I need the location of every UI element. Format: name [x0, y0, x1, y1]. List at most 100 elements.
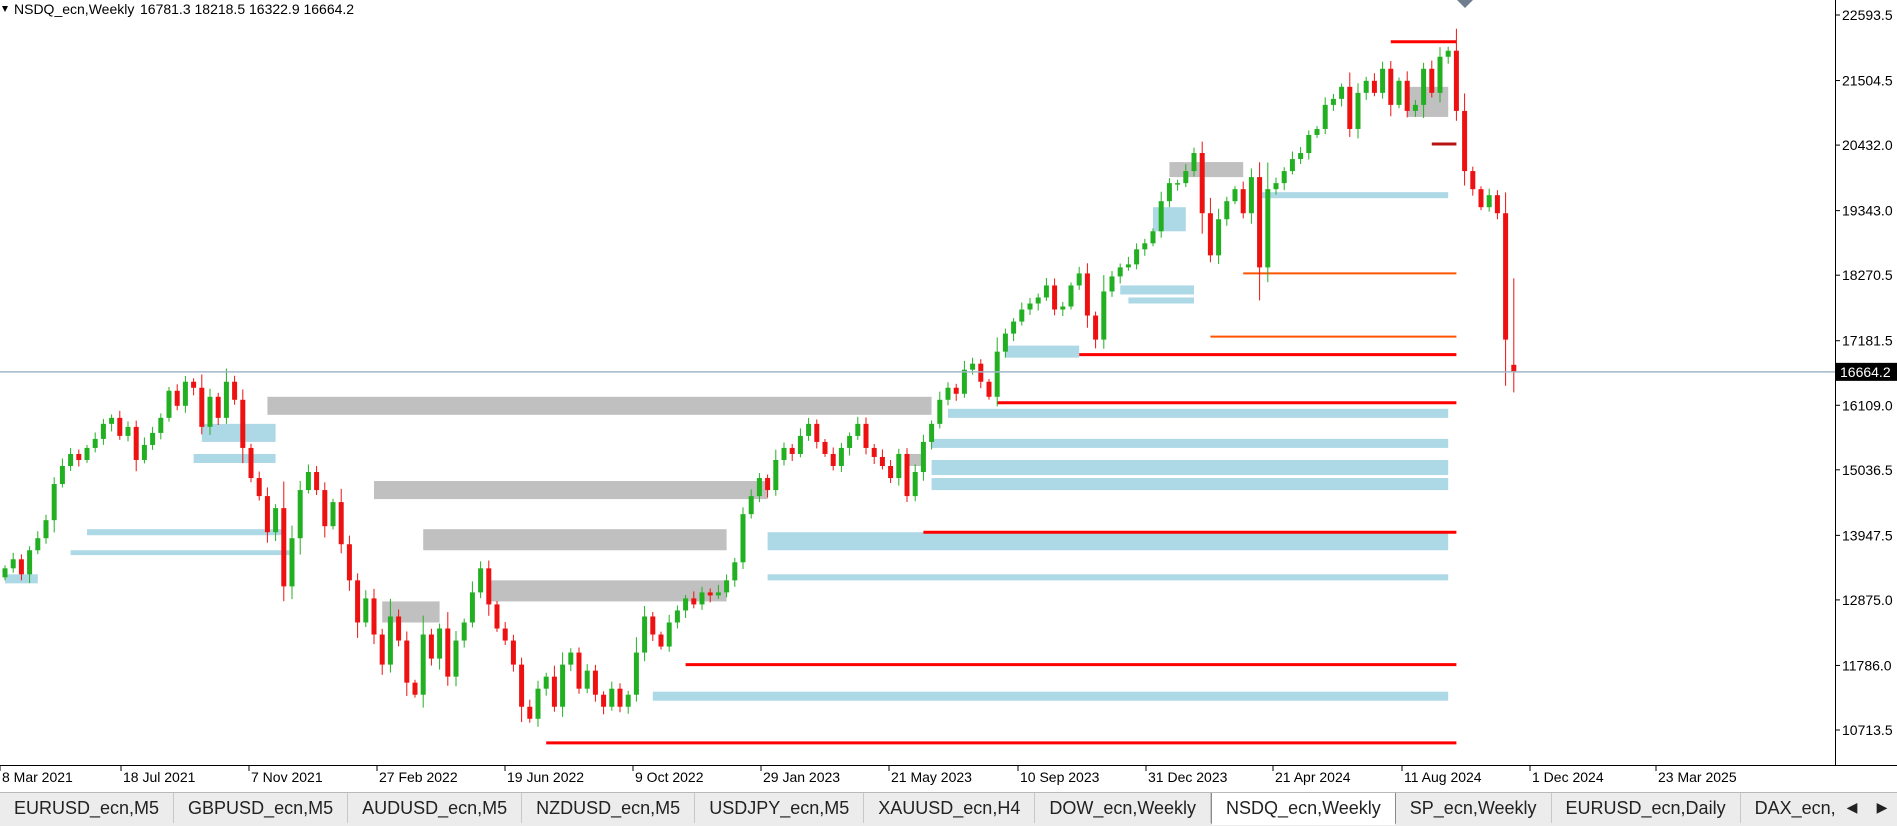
- y-tick-label: 21504.5: [1842, 73, 1893, 89]
- candle: [1043, 277, 1049, 301]
- candle-body: [560, 664, 566, 707]
- candle-body: [929, 423, 935, 442]
- candle-body: [174, 390, 180, 406]
- candle: [560, 652, 566, 717]
- candle-body: [1216, 219, 1222, 256]
- supply-zone: [267, 396, 932, 415]
- demand-zone: [1153, 207, 1186, 232]
- candle-body: [1314, 128, 1320, 135]
- candle: [715, 584, 721, 599]
- candle-body: [666, 622, 672, 647]
- candle-body: [1281, 171, 1287, 184]
- tab-usdjpy-ecn-m5[interactable]: USDJPY_ecn,M5: [695, 793, 865, 823]
- y-tick-label: 15036.5: [1842, 462, 1893, 478]
- demand-zone: [1259, 192, 1449, 199]
- candle-body: [592, 670, 598, 695]
- candle: [953, 383, 959, 401]
- candle-body: [18, 559, 24, 575]
- candle: [1257, 162, 1263, 301]
- candle-body: [1150, 231, 1156, 244]
- candle: [76, 449, 82, 467]
- candle-body: [264, 496, 270, 533]
- candle-body: [141, 444, 147, 460]
- candle: [305, 464, 311, 494]
- candle: [1134, 243, 1140, 270]
- scroll-marker-icon[interactable]: [1457, 0, 1473, 8]
- candle-body: [215, 396, 221, 418]
- candle: [1388, 61, 1394, 117]
- candle-body: [338, 502, 344, 545]
- candle-body: [699, 592, 705, 605]
- collapse-triangle-icon[interactable]: [2, 6, 8, 12]
- tab-nsdq-ecn-weekly[interactable]: NSDQ_ecn,Weekly: [1211, 793, 1396, 825]
- tab-gbpusd-ecn-m5[interactable]: GBPUSD_ecn,M5: [174, 793, 349, 823]
- candle-body: [256, 478, 262, 497]
- scroll-left-icon[interactable]: ◀: [1846, 800, 1858, 816]
- candle-body: [1429, 68, 1435, 93]
- candle-body: [150, 432, 156, 445]
- candle: [18, 554, 24, 581]
- candle: [1470, 166, 1476, 196]
- candle: [453, 630, 459, 687]
- demand-zone: [948, 408, 1449, 418]
- candle-body: [289, 538, 295, 587]
- candle-body: [625, 694, 631, 707]
- tab-xauusd-ecn-h4[interactable]: XAUUSD_ecn,H4: [864, 793, 1036, 823]
- demand-zone: [87, 529, 284, 536]
- x-tick-label: 10 Sep 2023: [1020, 769, 1100, 785]
- candle-body: [478, 568, 484, 593]
- candle-body: [1224, 201, 1230, 220]
- candle: [650, 612, 656, 642]
- candle-body: [1117, 267, 1123, 277]
- candle: [404, 631, 410, 696]
- demand-zone: [70, 550, 292, 556]
- x-tick-label: 8 Mar 2021: [2, 769, 73, 785]
- demand-zone: [193, 453, 276, 463]
- candle: [1175, 179, 1181, 191]
- candle-body: [1142, 243, 1148, 250]
- time-axis[interactable]: 8 Mar 2021 18 Jul 2021 7 Nov 2021 27 Feb 20…: [0, 765, 1737, 785]
- candle: [1462, 93, 1468, 186]
- candle: [601, 691, 607, 715]
- candle: [765, 474, 771, 498]
- candle-body: [1060, 306, 1066, 310]
- candle-body: [1339, 86, 1345, 99]
- candle-body: [1011, 321, 1017, 334]
- tab-eurusd-ecn-daily[interactable]: EURUSD_ecn,Daily: [1552, 793, 1741, 823]
- candle-body: [420, 634, 426, 695]
- candle: [371, 588, 377, 645]
- x-tick-label: 21 Apr 2024: [1275, 769, 1351, 785]
- candle: [830, 447, 836, 471]
- candle-body: [535, 688, 541, 719]
- tab-eurusd-ecn-m5[interactable]: EURUSD_ecn,M5: [0, 793, 175, 823]
- current-price-box: 16664.2: [1836, 362, 1897, 381]
- scroll-right-icon[interactable]: ▶: [1876, 800, 1888, 816]
- candle: [1035, 293, 1041, 311]
- candle: [642, 605, 648, 662]
- candle-body: [1421, 68, 1427, 105]
- candle: [322, 482, 328, 538]
- tab-nzdusd-ecn-m5[interactable]: NZDUSD_ecn,M5: [522, 793, 696, 823]
- x-tick-label: 27 Feb 2022: [379, 769, 458, 785]
- tab-audusd-ecn-m5[interactable]: AUDUSD_ecn,M5: [348, 793, 523, 823]
- candle: [1224, 196, 1230, 226]
- candle-body: [814, 423, 820, 442]
- candle: [1330, 93, 1336, 111]
- candle: [256, 471, 262, 501]
- candle: [773, 449, 779, 496]
- price-axis[interactable]: 22593.5 21504.5 20432.0 19343.0 18270.5 17181…: [1835, 7, 1893, 738]
- tab-dow-ecn-weekly[interactable]: DOW_ecn,Weekly: [1035, 793, 1212, 823]
- candle: [1150, 228, 1156, 247]
- candle: [51, 477, 57, 533]
- tab-sp-ecn-weekly[interactable]: SP_ecn,Weekly: [1396, 793, 1552, 823]
- candle-body: [1158, 201, 1164, 232]
- candle: [1380, 61, 1386, 99]
- candle: [838, 442, 844, 472]
- candle-body: [1076, 273, 1082, 286]
- candle-body: [937, 399, 943, 424]
- candle-body: [715, 592, 721, 596]
- candle-body: [1052, 285, 1058, 310]
- candle: [699, 586, 705, 610]
- candle-body: [519, 664, 525, 707]
- price-chart[interactable]: 22593.5 21504.5 20432.0 19343.0 18270.5 17181…: [0, 0, 1897, 792]
